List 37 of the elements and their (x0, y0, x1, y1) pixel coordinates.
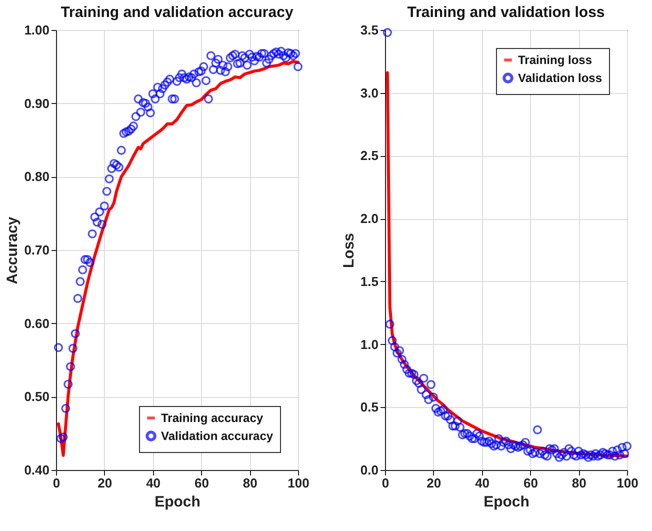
legend-label: Training loss (518, 53, 592, 67)
x-tick-label: 20 (98, 476, 112, 490)
x-tick-label: 100 (288, 476, 310, 490)
y-tick-label: 0.60 (24, 316, 50, 331)
y-tick-label: 0.0 (360, 462, 378, 478)
y-tick-label: 0.50 (24, 389, 50, 404)
y-tick-label: 1.5 (360, 274, 378, 289)
y-axis-title: Loss (340, 232, 358, 268)
x-tick-label: 60 (194, 476, 209, 490)
y-tick-label: 0.40 (24, 462, 50, 478)
legend-label: Validation accuracy (161, 429, 274, 443)
x-tick-label: 40 (146, 476, 161, 490)
y-tick-label: 3.5 (360, 22, 378, 38)
y-tick-label: 0.70 (24, 242, 50, 258)
y-tick-label: 2.0 (360, 211, 378, 226)
x-tick-label: 80 (242, 476, 258, 490)
y-tick-label: 1.00 (24, 22, 50, 38)
x-tick-label: 40 (475, 476, 490, 490)
chart-title: Training and validation accuracy (60, 4, 294, 21)
chart-title: Training and validation loss (407, 4, 605, 21)
x-tick-label: 0 (382, 476, 390, 490)
y-tick-label: 0.5 (360, 400, 378, 415)
y-axis-title: Accuracy (4, 216, 22, 284)
legend-label: Validation loss (518, 71, 602, 85)
x-tick-label: 80 (572, 476, 586, 490)
y-tick-label: 0.80 (24, 169, 50, 184)
x-axis-title: Epoch (484, 494, 530, 510)
y-tick-label: 2.5 (360, 148, 378, 164)
legend-label: Training accuracy (161, 411, 264, 425)
x-tick-label: 100 (616, 476, 638, 490)
x-tick-label: 60 (523, 476, 538, 490)
x-axis-title: Epoch (154, 494, 200, 510)
y-tick-label: 1.0 (360, 336, 378, 352)
y-tick-label: 0.90 (24, 96, 50, 111)
x-tick-label: 20 (426, 476, 442, 490)
y-tick-label: 3.0 (360, 85, 378, 100)
x-tick-label: 0 (52, 476, 60, 490)
